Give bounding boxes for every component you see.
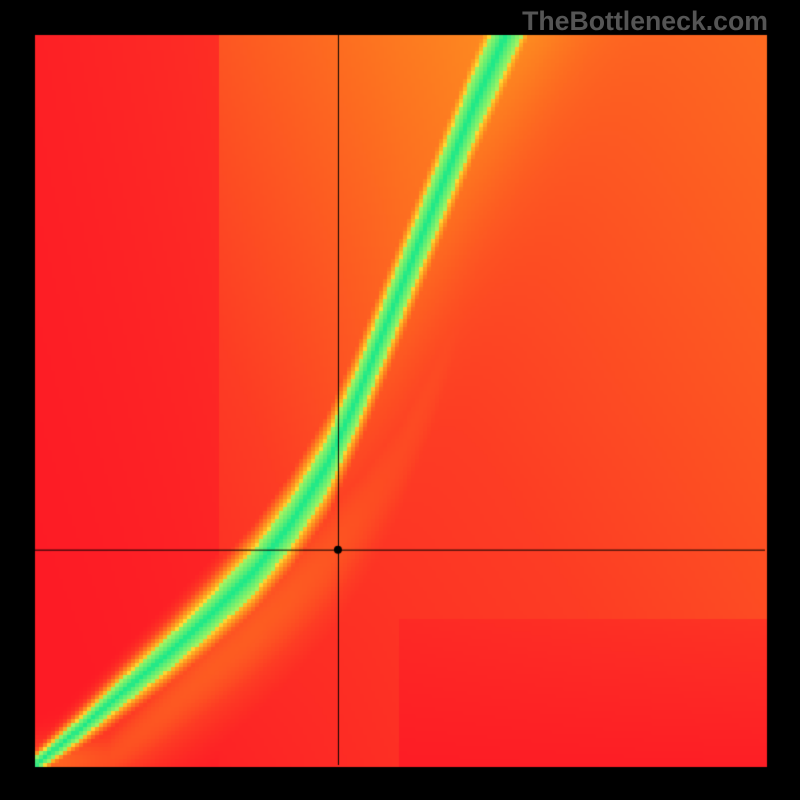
watermark-text: TheBottleneck.com — [522, 6, 768, 37]
bottleneck-heatmap — [0, 0, 800, 800]
